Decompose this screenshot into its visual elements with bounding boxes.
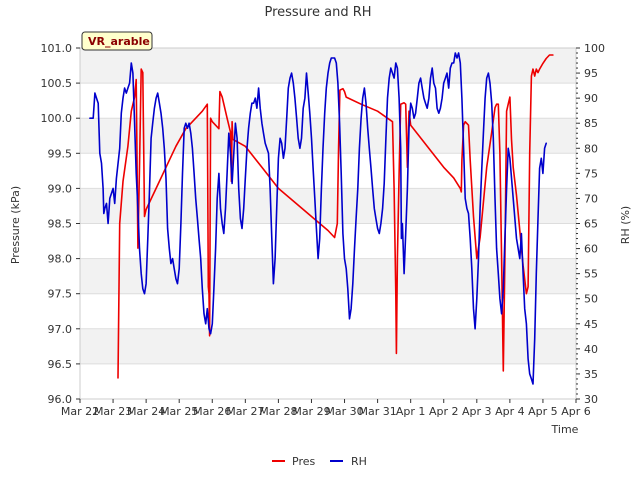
y-axis-right-label: RH (%) — [619, 206, 632, 244]
dataset-badge: VR_arable — [82, 32, 152, 50]
y-left-tick-label: 96.5 — [48, 358, 73, 371]
y-left-tick-label: 97.0 — [48, 323, 73, 336]
y-left-tick-label: 100.5 — [41, 77, 73, 90]
y-right-tick-label: 35 — [584, 368, 598, 381]
background-band — [80, 118, 576, 153]
y-right-tick-label: 40 — [584, 343, 598, 356]
dataset-badge-label: VR_arable — [88, 35, 150, 48]
x-tick-label: Apr 1 — [396, 405, 426, 418]
y-left-tick-label: 101.0 — [41, 42, 73, 55]
legend: Pres RH — [272, 455, 367, 468]
y-left-tick-label: 98.0 — [48, 253, 73, 266]
y-axis-left-label: Pressure (kPa) — [9, 186, 22, 264]
y-left-tick-label: 99.0 — [48, 182, 73, 195]
y-left-tick-label: 100.0 — [41, 112, 73, 125]
y-left-tick-label: 96.0 — [48, 393, 73, 406]
x-tick-label: Apr 6 — [561, 405, 591, 418]
y-left-tick-label: 99.5 — [48, 147, 73, 160]
x-tick-label: Apr 3 — [462, 405, 492, 418]
legend-label-pres: Pres — [292, 455, 315, 468]
y-right-tick-label: 55 — [584, 268, 598, 281]
legend-label-rh: RH — [351, 455, 367, 468]
y-right-tick-label: 70 — [584, 192, 598, 205]
y-right-tick-label: 80 — [584, 142, 598, 155]
y-right-tick-label: 90 — [584, 92, 598, 105]
x-tick-label: Apr 5 — [528, 405, 558, 418]
y-right-tick-label: 95 — [584, 67, 598, 80]
pressure-rh-chart: Mar 22Mar 23Mar 24Mar 25Mar 26Mar 27Mar … — [0, 0, 640, 480]
y-right-tick-label: 85 — [584, 117, 598, 130]
y-right-tick-label: 75 — [584, 167, 598, 180]
left-axis-ticks: 96.0 96.5 97.0 97.5 98.0 98.5 99.0 99.5 100.0 100… — [41, 42, 81, 406]
y-right-tick-label: 30 — [584, 393, 598, 406]
y-right-tick-label: 50 — [584, 293, 598, 306]
right-axis-ticks: 30 35 40 45 50 55 60 65 70 75 80 85 90 95 100 — [576, 42, 605, 406]
y-right-tick-label: 45 — [584, 318, 598, 331]
x-tick-label: Mar 31 — [358, 405, 396, 418]
x-tick-label: Apr 4 — [495, 405, 525, 418]
background-band — [80, 329, 576, 364]
y-right-tick-label: 65 — [584, 218, 598, 231]
chart-title: Pressure and RH — [264, 5, 371, 20]
y-left-tick-label: 97.5 — [48, 288, 73, 301]
x-tick-label: Apr 2 — [429, 405, 459, 418]
x-axis-label: Time — [551, 423, 579, 436]
y-right-tick-label: 100 — [584, 42, 605, 55]
y-left-tick-label: 98.5 — [48, 218, 73, 231]
background-band — [80, 153, 576, 188]
background-band — [80, 364, 576, 399]
y-right-tick-label: 60 — [584, 243, 598, 256]
